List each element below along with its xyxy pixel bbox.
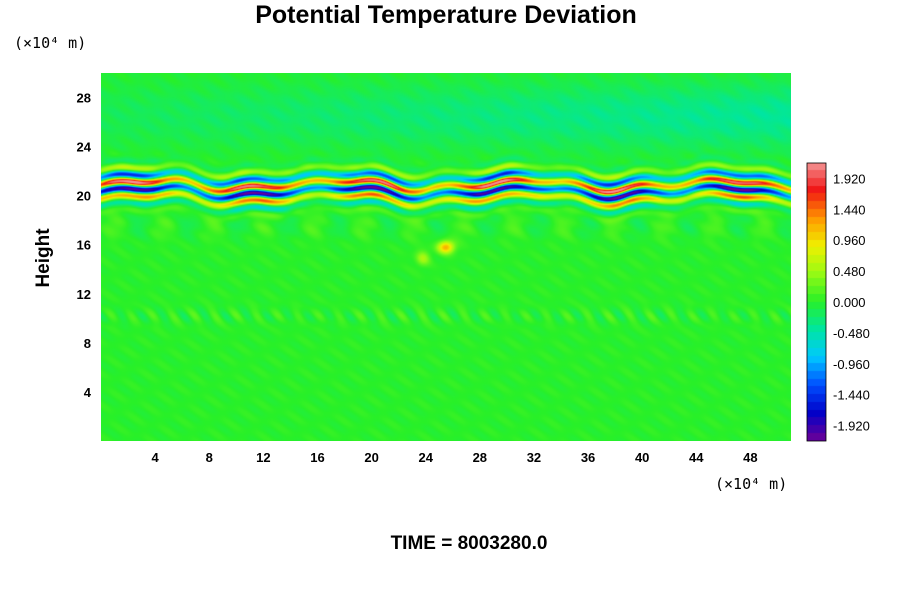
y-tick-label: 4 — [84, 385, 92, 400]
y-axis-ticks: 4 8 12 16 20 24 28 — [77, 91, 92, 400]
colorbar-tick-label: -1.920 — [833, 419, 870, 434]
y-tick-label: 28 — [77, 91, 91, 106]
y-tick-label: 16 — [77, 238, 91, 253]
colorbar-tick-label: 1.440 — [833, 202, 866, 217]
x-tick-label: 24 — [418, 450, 433, 465]
x-tick-label: 44 — [689, 450, 704, 465]
y-unit-label: (×10⁴ m) — [14, 34, 86, 52]
colorbar-frame — [806, 162, 827, 442]
x-tick-label: 20 — [364, 450, 378, 465]
colorbar-labels: 1.920 1.440 0.960 0.480 0.000 -0.480 -0.960 -1.… — [833, 171, 870, 433]
colorbar-tick-label: 1.920 — [833, 171, 866, 186]
x-tick-label: 36 — [581, 450, 595, 465]
x-tick-label: 4 — [152, 450, 160, 465]
y-tick-label: 12 — [77, 287, 91, 302]
colorbar — [807, 163, 826, 441]
x-tick-label: 40 — [635, 450, 649, 465]
y-tick-label: 8 — [84, 336, 91, 351]
chart-title: Potential Temperature Deviation — [255, 1, 637, 29]
time-label: TIME = 8003280.0 — [391, 533, 548, 554]
colorbar-tick-label: 0.960 — [833, 233, 866, 248]
plot-area — [101, 73, 791, 441]
x-tick-label: 28 — [473, 450, 487, 465]
heatmap-field — [101, 73, 791, 441]
y-axis-label: Height — [33, 228, 54, 288]
y-tick-label: 24 — [77, 140, 92, 155]
x-tick-label: 32 — [527, 450, 541, 465]
colorbar-tick-label: 0.000 — [833, 295, 866, 310]
x-unit-label: (×10⁴ m) — [715, 475, 787, 493]
x-axis-ticks: 4 8 12 16 20 24 28 32 36 40 44 48 — [152, 450, 758, 465]
colorbar-gradient — [807, 163, 826, 441]
x-tick-label: 12 — [256, 450, 270, 465]
x-tick-label: 48 — [743, 450, 757, 465]
colorbar-tick-label: -0.960 — [833, 357, 870, 372]
colorbar-tick-label: -1.440 — [833, 388, 870, 403]
y-tick-label: 20 — [77, 189, 91, 204]
colorbar-tick-label: -0.480 — [833, 326, 870, 341]
colorbar-tick-label: 0.480 — [833, 264, 866, 279]
x-tick-label: 16 — [310, 450, 324, 465]
x-tick-label: 8 — [206, 450, 213, 465]
